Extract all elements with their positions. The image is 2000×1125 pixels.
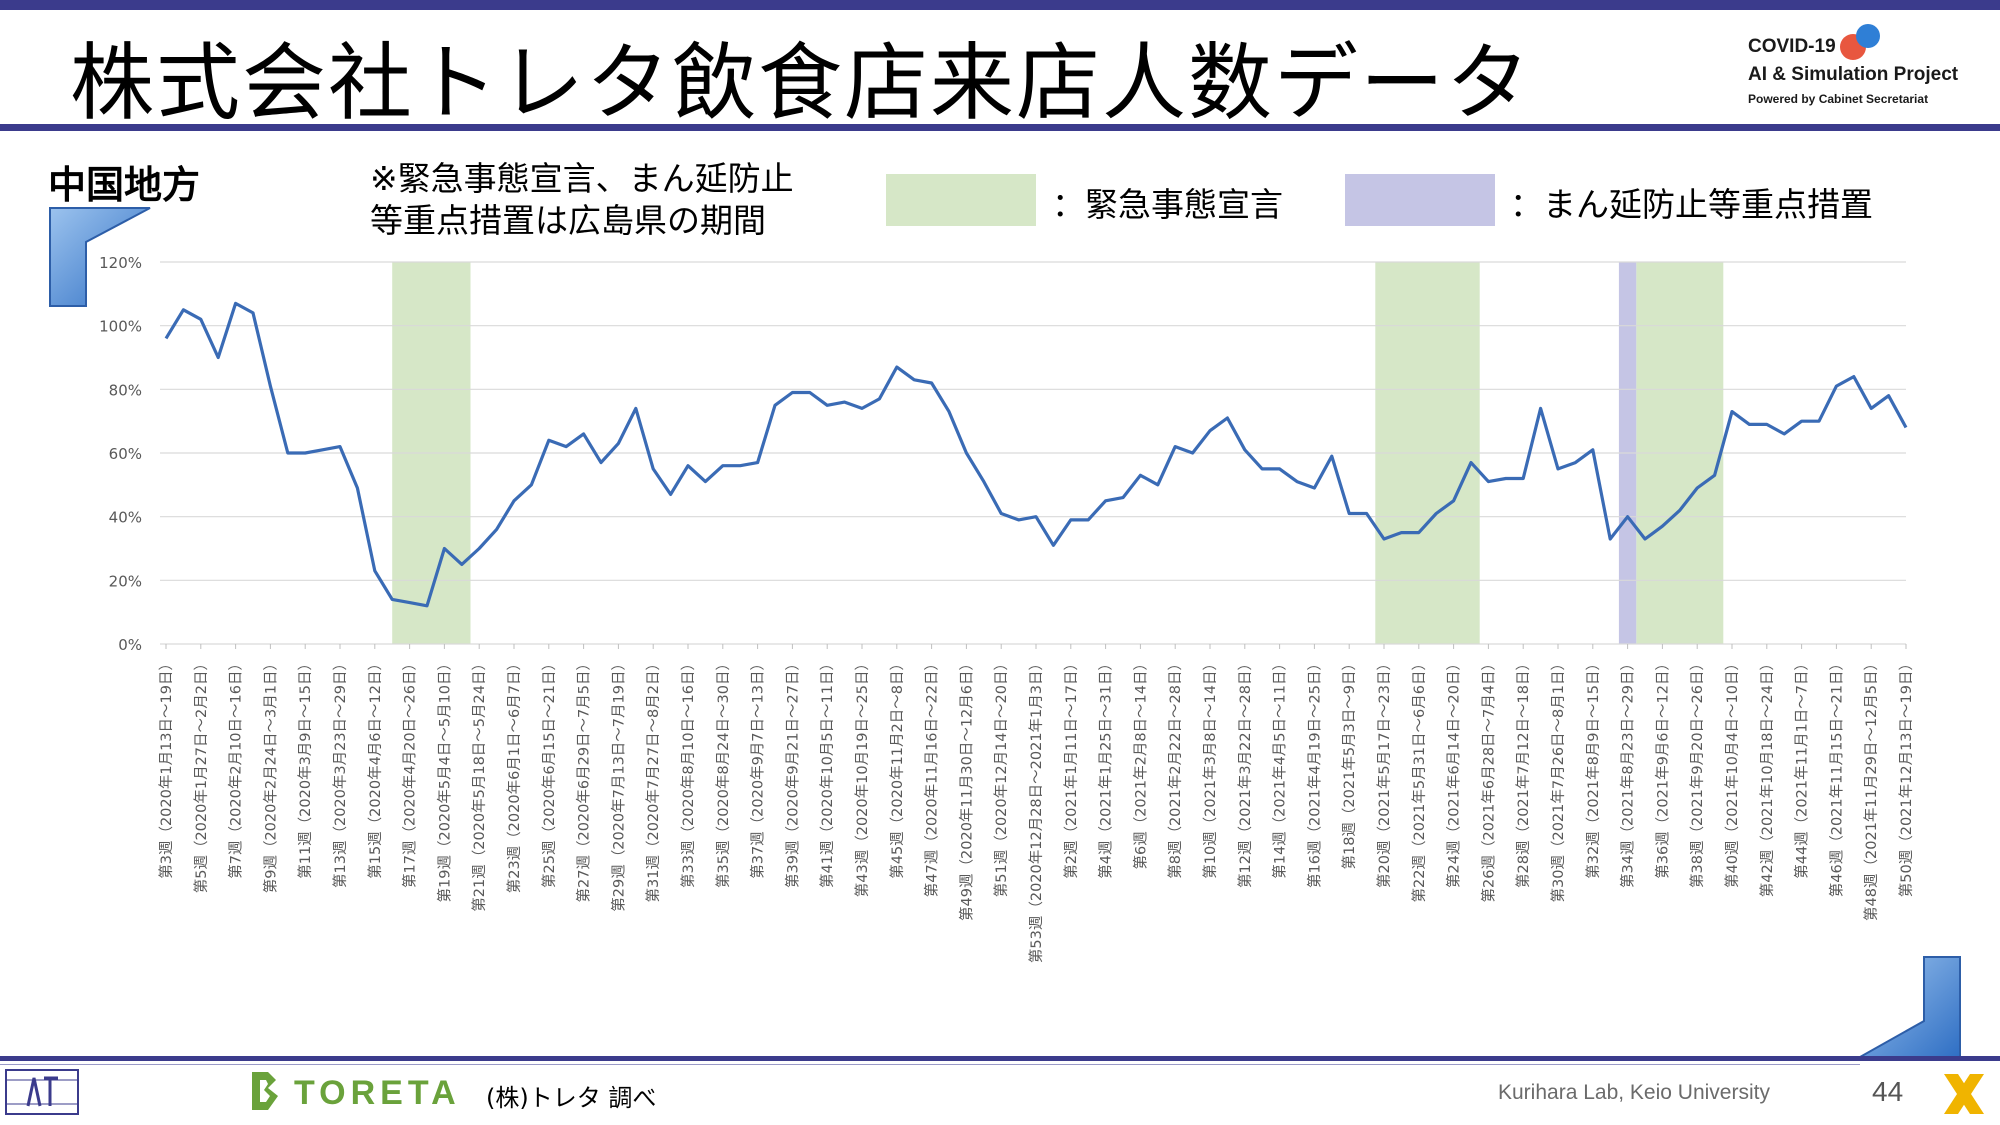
- legend-priority-label: ：まん延防止等重点措置: [1510, 185, 1873, 224]
- y-tick-label-2: 40%: [109, 509, 142, 527]
- y-tick-label-4: 80%: [109, 381, 142, 399]
- x-tick-label-21: 第45週（2020年11月2日～8日）: [888, 656, 906, 879]
- visitor-line-chart: 0% 20% 40% 60% 80% 100% 120% 第3週（2020年1月13日～19日…: [99, 254, 1915, 963]
- logo-line2: AI & Simulation Project: [1748, 64, 1959, 85]
- x-tick-label-37: 第24週（2021年6月14日～20日）: [1445, 656, 1463, 888]
- x-tick-label-45: 第40週（2021年10月4日～10日）: [1723, 656, 1741, 888]
- region-label: 中国地方: [48, 163, 201, 207]
- x-tick-label-35: 第20週（2021年5月17日～23日）: [1375, 656, 1393, 888]
- x-tick-label-2: 第7週（2020年2月10日～16日）: [227, 656, 245, 879]
- y-tick-label-5: 100%: [99, 318, 142, 336]
- y-tick-label-6: 120%: [99, 254, 142, 272]
- x-tick-label-42: 第34週（2021年8月23日～29日）: [1619, 656, 1637, 888]
- x-tick-label-40: 第30週（2021年7月26日～8月1日）: [1549, 656, 1567, 902]
- x-tick-label-27: 第4週（2021年1月25日～31日）: [1097, 656, 1115, 879]
- x-tick-label-22: 第47週（2020年11月16日～22日）: [923, 656, 941, 897]
- x-tick-label-24: 第51週（2020年12月14日～20日）: [992, 656, 1010, 897]
- x-tick-label-8: 第19週（2020年5月4日～5月10日）: [435, 656, 453, 902]
- page-title: 株式会社トレタ飲食店来店人数データ: [70, 34, 1533, 132]
- x-tick-label-38: 第26週（2021年6月28日～7月4日）: [1479, 656, 1497, 902]
- x-tick-label-5: 第13週（2020年3月23日～29日）: [331, 656, 349, 888]
- university-logo-icon: [5, 1069, 79, 1115]
- x-tick-label-32: 第14週（2021年4月5日～11日）: [1271, 656, 1289, 879]
- y-tick-label-0: 0%: [118, 636, 142, 654]
- y-tick-label-3: 60%: [109, 445, 142, 463]
- x-tick-label-50: 第50週（2021年12月13日～19日）: [1897, 656, 1915, 897]
- toreta-logo: TORETA: [246, 1068, 456, 1114]
- x-tick-label-15: 第33週（2020年8月10日～16日）: [679, 656, 697, 888]
- toreta-wordmark: TORETA: [294, 1074, 461, 1112]
- x-tick-label-1: 第5週（2020年1月27日～2月2日）: [192, 656, 210, 893]
- lab-credit: Kurihara Lab, Keio University: [1498, 1081, 1770, 1104]
- x-tick-label-25: 第53週（2020年12月28日～2021年1月3日）: [1027, 656, 1045, 963]
- period-note-line1: ※緊急事態宣言、まん延防止: [370, 159, 794, 198]
- x-tick-label-43: 第36週（2021年9月6日～12日）: [1653, 656, 1671, 879]
- x-tick-label-23: 第49週（2020年11月30日～12月6日）: [957, 656, 975, 921]
- x-tick-label-9: 第21週（2020年5月18日～5月24日）: [470, 656, 488, 912]
- x-tick-label-6: 第15週（2020年4月6日～12日）: [366, 656, 384, 879]
- x-tick-label-26: 第2週（2021年1月11日～17日）: [1062, 656, 1080, 879]
- x-tick-label-18: 第39週（2020年9月21日～27日）: [783, 656, 801, 888]
- x-tick-label-48: 第46週（2021年11月15日～21日）: [1827, 656, 1845, 897]
- y-tick-label-1: 20%: [109, 572, 142, 590]
- corner-decoration-bottom-right: [1858, 956, 1961, 1058]
- logo-blue-dot: [1856, 24, 1880, 48]
- footer-thin-divider: [0, 1064, 1860, 1065]
- data-source: (株)トレタ 調べ: [486, 1084, 657, 1112]
- x-tick-label-33: 第16週（2021年4月19日～25日）: [1305, 656, 1323, 888]
- x-tick-label-46: 第42週（2021年10月18日～24日）: [1758, 656, 1776, 897]
- x-tick-label-19: 第41週（2020年10月5日～11日）: [818, 656, 836, 888]
- x-tick-label-28: 第6週（2021年2月8日～14日）: [1131, 656, 1149, 870]
- x-tick-label-30: 第10週（2021年3月8日～14日）: [1201, 656, 1219, 879]
- x-tick-label-4: 第11週（2020年3月9日～15日）: [296, 656, 314, 879]
- x-tick-label-13: 第29週（2020年7月13日～7月19日）: [609, 656, 627, 912]
- x-tick-label-20: 第43週（2020年10月19日～25日）: [853, 656, 871, 897]
- x-tick-label-47: 第44週（2021年11月1日～7日）: [1793, 656, 1811, 879]
- x-tick-label-12: 第27週（2020年6月29日～7月5日）: [575, 656, 593, 902]
- x-tick-label-41: 第32週（2021年8月9日～15日）: [1584, 656, 1602, 879]
- corner-decoration-top-left: [49, 207, 151, 307]
- x-tick-label-16: 第35週（2020年8月24日～30日）: [714, 656, 732, 888]
- x-tick-label-44: 第38週（2021年9月20日～26日）: [1688, 656, 1706, 888]
- x-tick-label-0: 第3週（2020年1月13日～19日）: [157, 656, 175, 879]
- legend-priority-swatch: [1345, 174, 1495, 226]
- x-tick-label-34: 第18週（2021年5月3日～9日）: [1340, 656, 1358, 870]
- footer-divider: [0, 1056, 2000, 1061]
- covid-project-logo: COVID-19 AI & Simulation Project Powered…: [1748, 24, 1988, 114]
- period-note-line2: 等重点措置は広島県の期間: [370, 201, 766, 240]
- x-tick-label-3: 第9週（2020年2月24日～3月1日）: [261, 656, 279, 893]
- x-tick-label-49: 第48週（2021年11月29日～12月5日）: [1862, 656, 1880, 921]
- x-tick-label-36: 第22週（2021年5月31日～6月6日）: [1410, 656, 1428, 902]
- toreta-mark-icon: [252, 1072, 278, 1110]
- x-mark-icon: [1944, 1074, 1984, 1114]
- x-tick-label-17: 第37週（2020年9月7日～13日）: [749, 656, 767, 879]
- x-tick-label-14: 第31週（2020年7月27日～8月2日）: [644, 656, 662, 902]
- x-tick-label-29: 第8週（2021年2月22日～28日）: [1166, 656, 1184, 879]
- logo-line3: Powered by Cabinet Secretariat: [1748, 92, 1929, 106]
- x-tick-label-11: 第25週（2020年6月15日～21日）: [540, 656, 558, 888]
- period-note: ※緊急事態宣言、まん延防止 等重点措置は広島県の期間: [370, 158, 794, 242]
- x-tick-label-7: 第17週（2020年4月20日～26日）: [401, 656, 419, 888]
- title-divider: [0, 124, 2000, 131]
- x-tick-label-10: 第23週（2020年6月1日～6月7日）: [505, 656, 523, 893]
- x-tick-label-39: 第28週（2021年7月12日～18日）: [1514, 656, 1532, 888]
- logo-line1: COVID-19: [1748, 36, 1836, 57]
- legend-emergency-swatch: [886, 174, 1036, 226]
- series-line: [164, 301, 1908, 608]
- top-border: [0, 0, 2000, 10]
- legend-emergency-label: ：緊急事態宣言: [1052, 185, 1283, 224]
- x-tick-label-31: 第12週（2021年3月22日～28日）: [1236, 656, 1254, 888]
- page-number: 44: [1872, 1076, 1904, 1107]
